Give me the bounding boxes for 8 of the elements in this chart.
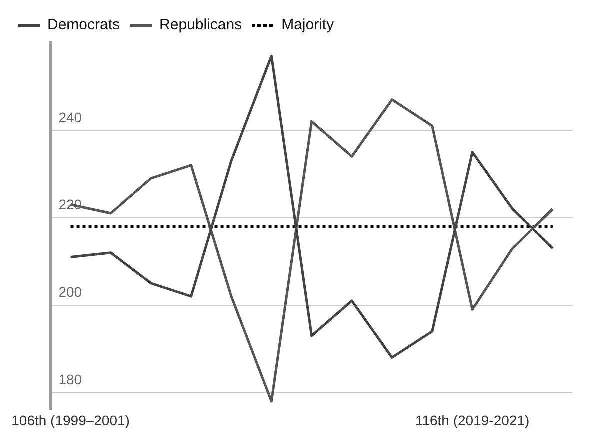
y-tick-label: 200 xyxy=(58,284,82,300)
legend-label: Democrats xyxy=(48,16,120,34)
x-tick-label: 116th (2019-2021) xyxy=(415,412,530,428)
y-tick-label: 180 xyxy=(58,372,82,388)
x-tick-label: 106th (1999–2001) xyxy=(12,412,130,428)
legend-label: Republicans xyxy=(160,16,242,34)
y-tick-label: 240 xyxy=(58,109,82,126)
legend-label: Majority xyxy=(282,16,335,34)
